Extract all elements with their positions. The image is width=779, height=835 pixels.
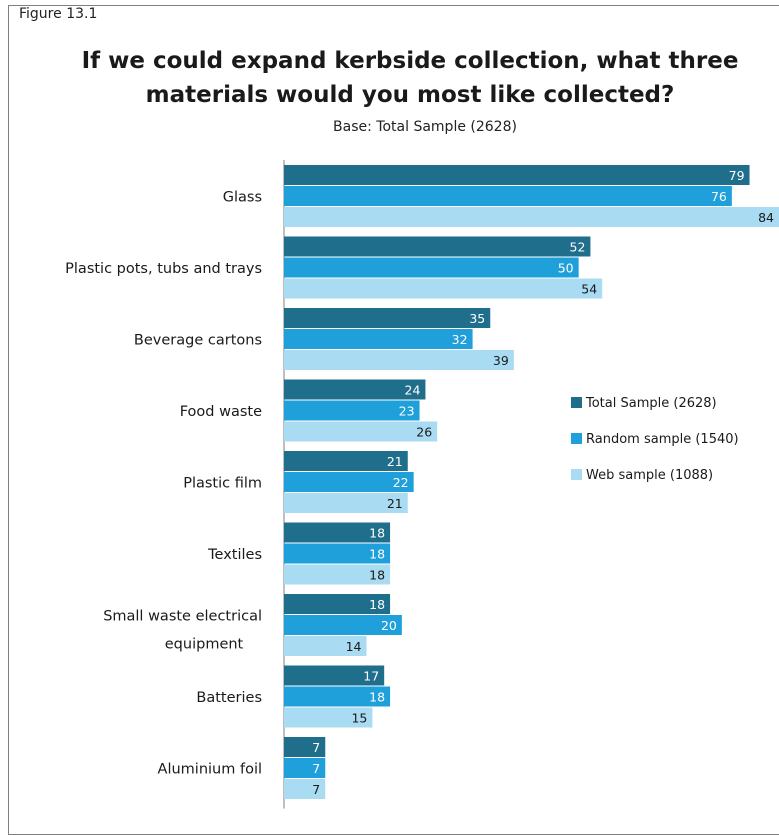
figure-label: Figure 13.1 xyxy=(19,6,98,22)
data-label: 26 xyxy=(416,425,432,440)
category-label: Plastic film xyxy=(183,476,262,492)
bar xyxy=(284,329,473,349)
data-label: 54 xyxy=(581,282,597,297)
bar xyxy=(284,257,579,278)
bar xyxy=(284,636,367,656)
category-label: Beverage cartons xyxy=(134,333,262,349)
bar-chart: 7976845250543532392423262122211818181820… xyxy=(65,160,779,809)
bar xyxy=(284,737,326,757)
legend-label: Random sample (1540) xyxy=(586,432,739,447)
bar xyxy=(284,278,603,299)
bar xyxy=(284,615,402,635)
data-label: 21 xyxy=(387,454,403,469)
bar xyxy=(284,186,732,206)
data-label: 18 xyxy=(369,526,385,541)
data-label: 7 xyxy=(312,761,320,776)
category-label: Textiles xyxy=(207,547,262,563)
bar xyxy=(284,594,391,614)
bar xyxy=(284,379,426,400)
bar xyxy=(284,472,414,492)
data-label: 18 xyxy=(369,597,385,612)
data-label: 22 xyxy=(393,475,409,490)
legend: Total Sample (2628) Random sample (1540) W… xyxy=(571,396,739,483)
data-label: 18 xyxy=(369,547,385,562)
bar xyxy=(284,493,408,513)
chart-subtitle: Base: Total Sample (2628) xyxy=(333,119,517,135)
bar xyxy=(284,400,420,421)
data-label: 35 xyxy=(469,311,485,326)
bar xyxy=(284,779,326,799)
data-label: 39 xyxy=(493,353,509,368)
bar xyxy=(284,758,326,778)
legend-swatch xyxy=(571,469,582,480)
bar xyxy=(284,665,385,686)
data-label: 76 xyxy=(711,189,727,204)
bar xyxy=(284,522,391,543)
data-label: 79 xyxy=(729,168,745,183)
data-label: 18 xyxy=(369,690,385,705)
category-label: Batteries xyxy=(196,690,262,706)
bar xyxy=(284,451,408,471)
category-labels: Glass Plastic pots, tubs and trays Beverag… xyxy=(65,190,262,778)
bar xyxy=(284,165,750,185)
data-label: 15 xyxy=(351,711,367,726)
category-label: Plastic pots, tubs and trays xyxy=(65,261,262,277)
data-label: 7 xyxy=(312,782,320,797)
data-label: 14 xyxy=(346,639,362,654)
data-label: 24 xyxy=(405,383,421,398)
data-label: 32 xyxy=(452,332,468,347)
data-label: 50 xyxy=(558,261,574,276)
data-label: 17 xyxy=(363,669,379,684)
bar xyxy=(284,686,391,707)
bar xyxy=(284,421,438,442)
data-label: 18 xyxy=(369,568,385,583)
bar xyxy=(284,350,514,370)
bar xyxy=(284,543,391,564)
bar xyxy=(284,564,391,585)
legend-label: Total Sample (2628) xyxy=(585,396,717,411)
data-label: 20 xyxy=(381,618,397,633)
data-label: 23 xyxy=(399,404,415,419)
bars-layer: 7976845250543532392423262122211818181820… xyxy=(283,160,779,809)
category-label: Aluminium foil xyxy=(158,762,262,778)
bar xyxy=(284,707,373,728)
data-label: 84 xyxy=(758,210,774,225)
bar xyxy=(284,236,591,257)
data-label: 7 xyxy=(312,740,320,755)
chart-title: If we could expand kerbside collection, … xyxy=(81,48,739,108)
category-label: Food waste xyxy=(180,404,262,420)
data-label: 52 xyxy=(570,240,586,255)
legend-label: Web sample (1088) xyxy=(586,468,713,483)
legend-swatch xyxy=(571,397,582,408)
bar xyxy=(284,207,779,227)
category-label: Small waste electrical equipment xyxy=(103,609,262,653)
bar xyxy=(284,308,491,328)
category-label: Glass xyxy=(223,190,262,206)
legend-swatch xyxy=(571,433,582,444)
data-label: 21 xyxy=(387,496,403,511)
